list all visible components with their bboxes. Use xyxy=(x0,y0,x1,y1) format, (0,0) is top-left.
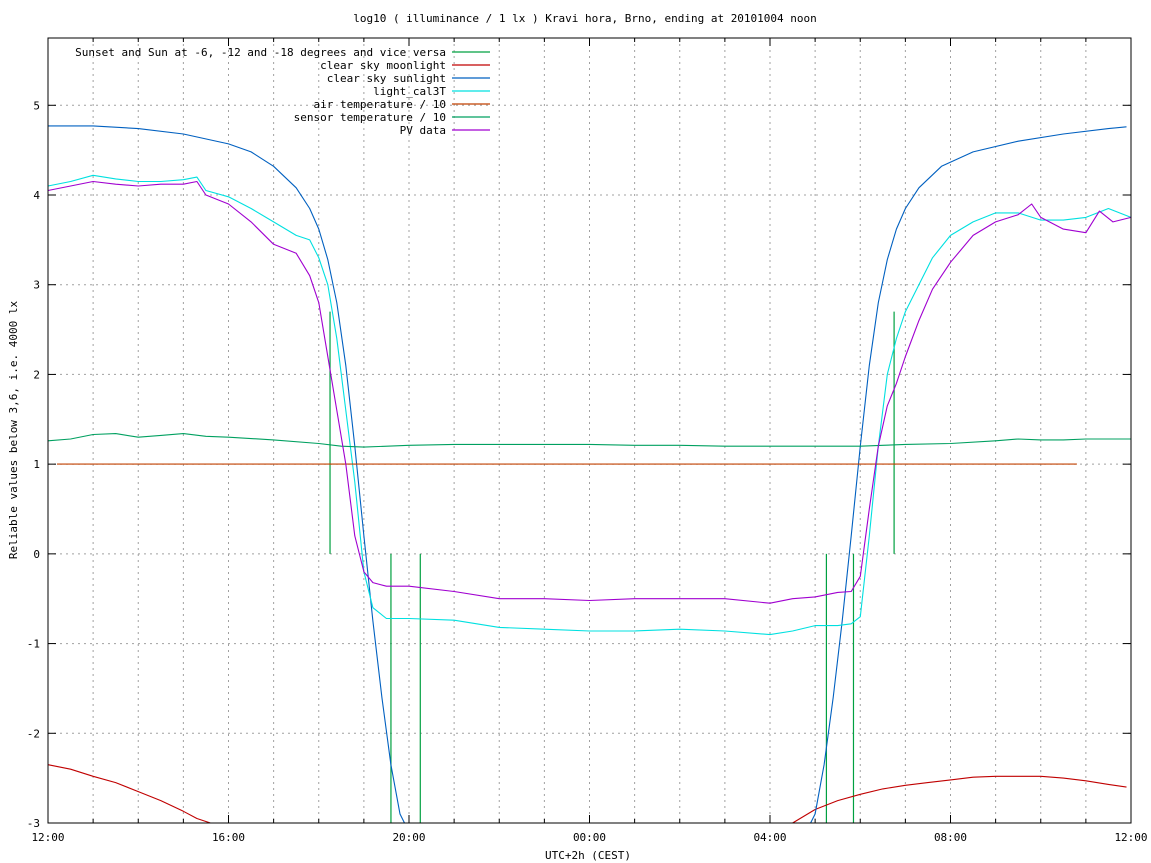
legend-label: Sunset and Sun at -6, -12 and -18 degree… xyxy=(75,46,446,59)
y-tick-label: 2 xyxy=(33,368,40,381)
chart-title: log10 ( illuminance / 1 lx ) Kravi hora,… xyxy=(353,12,817,25)
y-tick-label: -3 xyxy=(27,817,40,830)
x-tick-label: 16:00 xyxy=(212,831,245,844)
legend-label: clear sky moonlight xyxy=(320,59,446,72)
series-line-6 xyxy=(47,180,1132,604)
series-line-5 xyxy=(47,433,1131,448)
y-tick-label: -2 xyxy=(27,727,40,740)
legend-label: clear sky sunlight xyxy=(327,72,446,85)
series-line-1 xyxy=(47,764,1127,824)
x-tick-label: 12:00 xyxy=(31,831,64,844)
legend-label: air temperature / 10 xyxy=(314,98,446,111)
x-tick-label: 12:00 xyxy=(1114,831,1147,844)
legend-label: PV data xyxy=(400,124,446,137)
y-tick-label: 1 xyxy=(33,458,40,471)
legend-label: sensor temperature / 10 xyxy=(294,111,446,124)
y-axis-label: Reliable values below 3,6, i.e. 4000 lx xyxy=(7,300,20,559)
series-line-3 xyxy=(47,174,1132,636)
y-tick-label: 5 xyxy=(33,99,40,112)
y-tick-label: -1 xyxy=(27,638,40,651)
legend: Sunset and Sun at -6, -12 and -18 degree… xyxy=(75,46,490,137)
y-tick-label: 3 xyxy=(33,279,40,292)
y-tick-label: 4 xyxy=(33,189,40,202)
x-tick-label: 00:00 xyxy=(573,831,606,844)
axis-ticks: 12:00 16:00 20:00 00:00 04:00 08:00 12:00-3-2-… xyxy=(27,38,1148,844)
series-group xyxy=(47,125,1132,824)
x-tick-label: 04:00 xyxy=(753,831,786,844)
y-tick-label: 0 xyxy=(33,548,40,561)
x-axis-label: UTC+2h (CEST) xyxy=(545,849,631,862)
x-tick-label: 20:00 xyxy=(392,831,425,844)
legend-label: light_cal3T xyxy=(373,85,446,98)
x-tick-label: 08:00 xyxy=(934,831,967,844)
